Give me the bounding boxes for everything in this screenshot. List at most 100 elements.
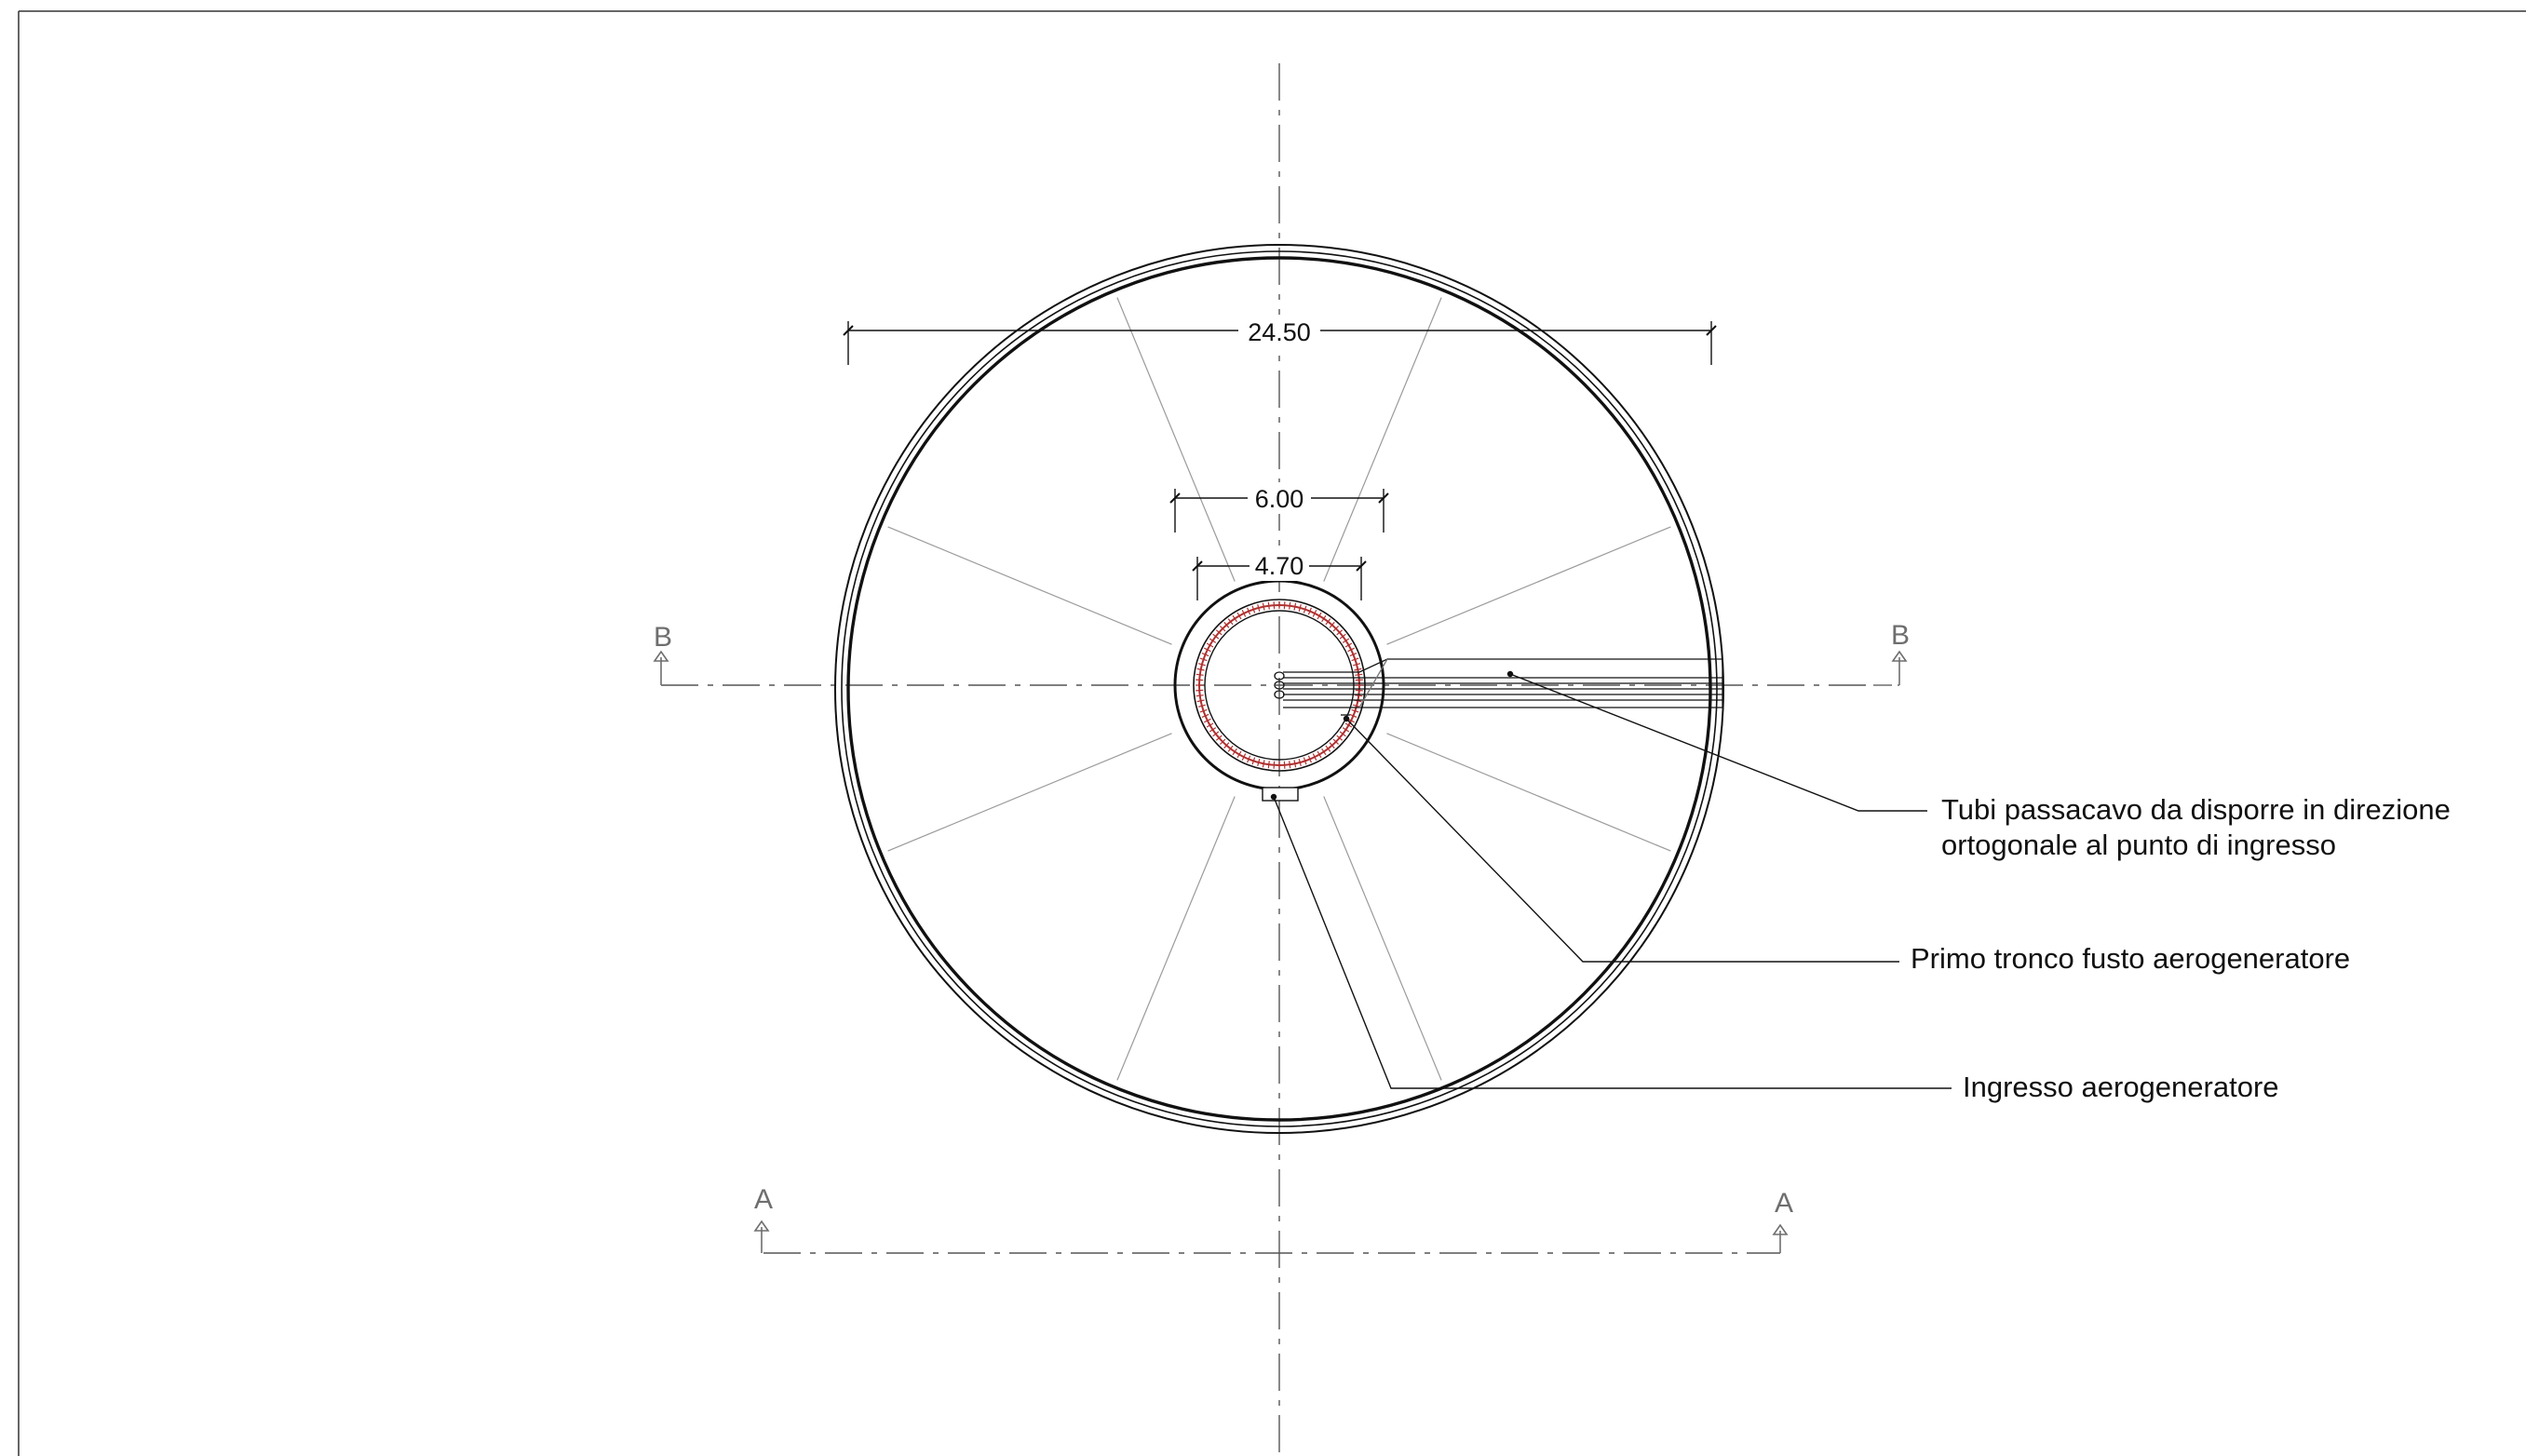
anchor-bolt	[1293, 760, 1297, 768]
anchor-bolt	[1298, 603, 1302, 612]
anchor-bolt	[1257, 603, 1261, 612]
dim-pedestal-diameter: 6.00	[1255, 485, 1304, 513]
leader-lines	[1270, 670, 1952, 1089]
anchor-bolt	[1325, 618, 1331, 626]
anchor-bolt	[1353, 704, 1361, 708]
anchor-bolt	[1336, 629, 1344, 636]
anchor-bolt	[1273, 761, 1276, 769]
anchor-bolt	[1283, 601, 1286, 610]
anchor-bolt	[1342, 727, 1350, 733]
anchor-bolt	[1219, 738, 1226, 746]
tower-circle-outer	[1193, 599, 1366, 772]
anchor-bolt	[1219, 625, 1226, 632]
anchor-bolt	[1209, 638, 1217, 643]
anchor-bolt	[1351, 657, 1359, 662]
anchor-bolt	[1197, 663, 1206, 667]
radial-line-6	[1116, 297, 1236, 582]
anchor-bolt	[1332, 738, 1340, 746]
radial-line-7	[1323, 297, 1442, 582]
anchor-bolt	[1212, 633, 1220, 640]
anchor-bolt	[1354, 667, 1362, 671]
radial-line-3	[1116, 796, 1236, 1081]
anchor-bolt	[1329, 621, 1335, 628]
anchor-bolt	[1325, 745, 1331, 752]
anchor-bolt	[1339, 731, 1346, 737]
anchor-bolt	[1241, 610, 1247, 617]
anchor-bolt	[1273, 601, 1276, 610]
anchor-bolt	[1195, 673, 1204, 676]
anchor-bolt	[1355, 694, 1363, 697]
anchor-bolt	[1206, 722, 1214, 728]
anchor-bolt	[1312, 753, 1317, 761]
anchor-bolt	[1267, 761, 1270, 769]
anchor-bolt	[1247, 755, 1251, 763]
anchor-bolt	[1223, 742, 1230, 749]
radial-line-1	[1386, 733, 1671, 852]
anchor-bolt	[1267, 601, 1270, 610]
tower-entrance-door	[1262, 787, 1299, 802]
anchor-bolt	[1232, 748, 1237, 756]
sheet-border	[18, 10, 2526, 1456]
anchor-bolt	[1317, 612, 1322, 620]
anchor-bolt	[1321, 748, 1327, 756]
anchor-bolt	[1347, 647, 1355, 653]
anchor-bolt	[1298, 759, 1302, 767]
anchor-bolt	[1329, 742, 1335, 749]
anchor-bolt	[1332, 625, 1340, 632]
note-tower-entrance: Ingresso aerogeneratore	[1963, 1071, 2279, 1103]
dim-tower-diameter: 4.70	[1255, 552, 1304, 580]
anchor-bolt	[1236, 612, 1242, 620]
anchor-bolt	[1201, 653, 1209, 657]
anchor-bolt	[1201, 713, 1209, 718]
cable-ducts	[1274, 658, 1723, 716]
anchor-bolt	[1227, 745, 1234, 752]
radial-line-2	[1323, 796, 1442, 1081]
anchor-bolt	[1236, 750, 1242, 759]
section-a-label-right: A	[1775, 1188, 1793, 1219]
section-b-label-right: B	[1891, 620, 1910, 651]
anchor-bolt	[1251, 757, 1256, 765]
anchor-bolt	[1283, 761, 1286, 769]
anchor-bolt	[1196, 667, 1205, 671]
anchor-bolt	[1307, 755, 1312, 763]
anchor-bolt	[1247, 607, 1251, 615]
anchor-bolt	[1241, 753, 1247, 761]
anchor-bolt	[1196, 699, 1205, 703]
anchor-bolt	[1227, 618, 1234, 626]
anchor-bolt	[1339, 633, 1346, 640]
leader-tower-section	[1345, 718, 1899, 963]
tower-circle-inner	[1204, 610, 1355, 761]
anchor-bolt	[1351, 708, 1359, 713]
dim-foundation-diameter: 24.50	[1248, 318, 1311, 346]
anchor-bolt	[1303, 757, 1307, 765]
section-b-label-left: B	[654, 622, 672, 653]
anchor-bolt	[1204, 647, 1211, 653]
anchor-bolt	[1344, 642, 1353, 648]
anchor-bolt	[1262, 602, 1265, 611]
center-lines	[661, 63, 1873, 1456]
radial-lines	[887, 297, 1671, 1081]
anchor-bolt	[1353, 663, 1361, 667]
section-a-label-left: A	[754, 1184, 773, 1215]
anchor-bolt	[1195, 689, 1204, 692]
note-cable-ducts-line2: ortogonale al punto di ingresso	[1941, 829, 2336, 861]
section-b-markers	[653, 650, 1908, 686]
anchor-bolt	[1206, 642, 1214, 648]
anchor-bolt	[1303, 605, 1307, 613]
section-a-markers	[753, 1220, 1789, 1253]
anchor-bolt	[1197, 704, 1206, 708]
anchor-bolt	[1199, 708, 1208, 713]
anchor-bolt	[1215, 629, 1222, 636]
anchor-bolt	[1355, 689, 1363, 692]
leader-cable-ducts	[1509, 673, 1927, 812]
anchor-bolt	[1307, 607, 1312, 615]
anchor-bolt	[1349, 713, 1358, 718]
anchor-bolt	[1251, 605, 1256, 613]
anchor-bolt	[1349, 653, 1358, 657]
anchor-bolt-ring	[1195, 601, 1363, 769]
anchor-bolt	[1317, 750, 1322, 759]
anchor-bolt	[1212, 731, 1220, 737]
anchor-bolt	[1195, 679, 1204, 681]
anchor-bolt	[1336, 735, 1344, 741]
